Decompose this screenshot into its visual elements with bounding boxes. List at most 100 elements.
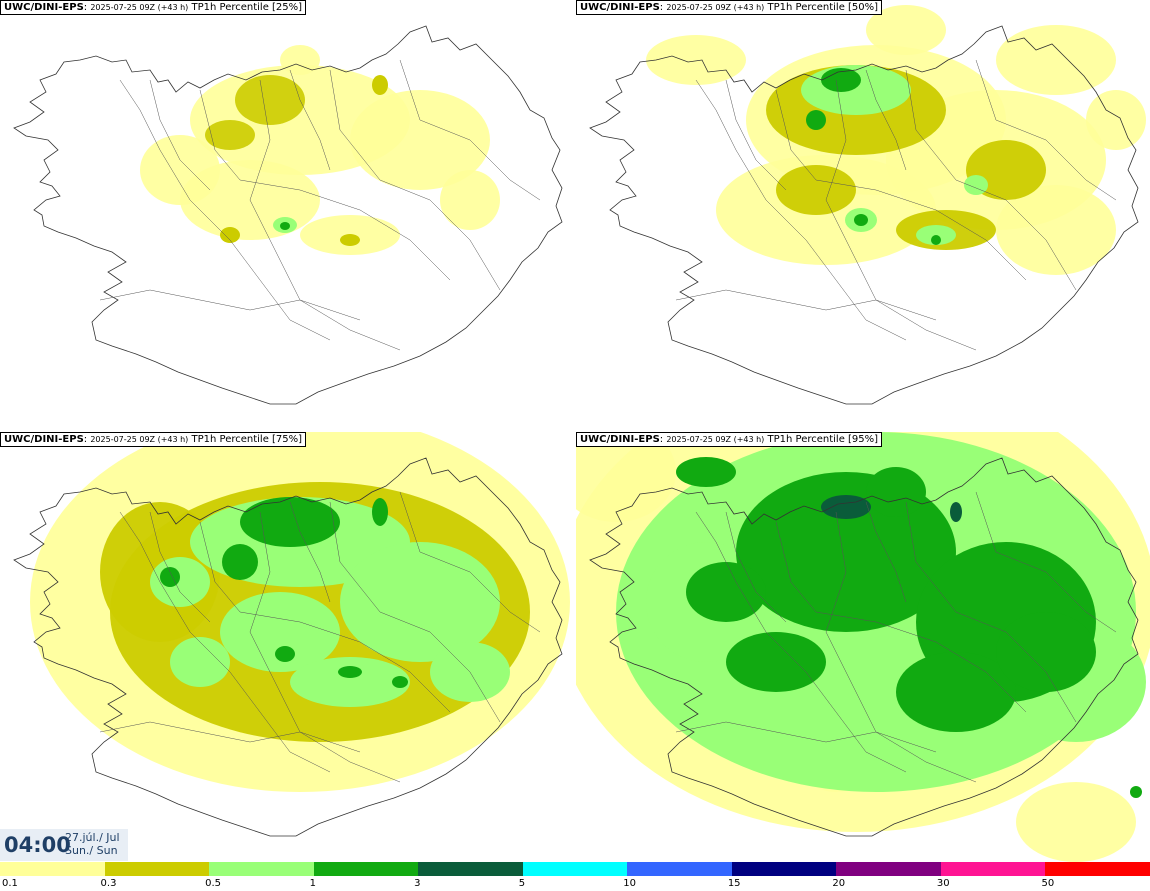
precip-area [686,562,766,622]
precip-area [866,467,926,517]
road-line [99,289,361,321]
panel-label: TP1h Percentile [25%] [191,2,303,13]
panel-label: TP1h Percentile [95%] [767,434,879,445]
road-line [825,79,977,351]
road-line [695,79,907,341]
precip-area [170,637,230,687]
precip-area [576,432,676,522]
precip-area [996,25,1116,95]
model-name: UWC/DINI-EPS [580,2,660,13]
precip-area [235,75,305,125]
legend-swatch [731,862,837,876]
map-panel-p95: UWC/DINI-EPS: 2025-07-25 09Z (+43 h) TP1… [576,432,1150,863]
coastline [589,25,1139,405]
legend-swatch [0,862,106,876]
precip-area [1016,782,1136,862]
color-legend: 0.1 0.3 0.5 1 3 5 10 15 20 30 50 [0,862,1150,891]
road-line [199,89,451,281]
road-line [329,69,501,291]
run-info: 2025-07-25 09Z (+43 h) [90,3,189,12]
legend-tick-label: 0.5 [205,878,221,889]
precip-area [372,75,388,95]
road-line [249,511,401,783]
legend-swatch [522,862,628,876]
precip-area [205,120,255,150]
precip-area [964,175,988,195]
legend-swatch [940,862,1046,876]
precip-field [140,45,500,255]
map-panel-p25: UWC/DINI-EPS: 2025-07-25 09Z (+43 h) TP1… [0,0,574,431]
panel-header: UWC/DINI-EPS: 2025-07-25 09Z (+43 h) TP1… [0,0,307,15]
panel-header: UWC/DINI-EPS: 2025-07-25 09Z (+43 h) TP1… [576,432,883,447]
precip-area [392,676,408,688]
road-line [975,491,1117,633]
precip-area [1086,90,1146,150]
model-name: UWC/DINI-EPS [580,434,660,445]
model-name: UWC/DINI-EPS [4,2,84,13]
precip-area [996,185,1116,275]
map-canvas [13,432,570,837]
road-line [289,69,331,171]
road-line [975,59,1117,201]
legend-swatch [418,862,524,876]
road-line [399,59,541,201]
precip-area [821,495,871,519]
road-line [199,521,451,713]
road-line [775,521,1027,713]
precip-area [866,5,946,55]
model-name: UWC/DINI-EPS [4,434,84,445]
precip-area [676,457,736,487]
road-line [865,69,907,171]
road-line [329,501,501,723]
precip-area [372,498,388,526]
precip-field [646,5,1146,275]
legend-tick-label: 3 [414,878,421,889]
panel-header: UWC/DINI-EPS: 2025-07-25 09Z (+43 h) TP1… [576,0,883,15]
precip-area [160,567,180,587]
map-canvas [576,432,1150,862]
road-line [119,79,331,341]
road-line [289,501,331,603]
road-line [249,79,401,351]
precip-area [806,110,826,130]
precip-area [896,652,1016,732]
precip-area [220,592,340,672]
precip-area [222,544,258,580]
precip-area [240,497,340,547]
road-line [149,511,211,623]
precip-area [280,222,290,230]
road-line [675,721,937,753]
road-line [825,511,977,783]
legend-swatch [209,862,315,876]
precip-area [950,502,962,522]
precip-area [726,632,826,692]
legend-tick-label: 0.1 [2,878,18,889]
precip-area [350,90,490,190]
road-line [119,511,331,773]
precip-area [290,657,410,707]
precip-area [340,234,360,246]
road-line [865,501,907,603]
road-line [775,89,1027,281]
precip-field [30,432,570,792]
legend-tick-label: 1 [309,878,316,889]
valid-date-line1: 27.júl./ Jul [65,831,120,844]
road-line [905,69,1077,291]
legend-swatch [836,862,942,876]
precip-field [576,432,1150,862]
precip-area [140,135,220,205]
legend-swatch [627,862,733,876]
road-line [99,721,361,753]
valid-date-line2: Sun./ Sun [65,844,118,857]
map-panel-p75: UWC/DINI-EPS: 2025-07-25 09Z (+43 h) TP1… [0,432,574,863]
legend-swatch [104,862,210,876]
panel-header: UWC/DINI-EPS: 2025-07-25 09Z (+43 h) TP1… [0,432,307,447]
valid-time: 04:00 [4,833,71,857]
precip-area [1130,786,1142,798]
coastline [589,457,1139,837]
run-info: 2025-07-25 09Z (+43 h) [666,3,765,12]
road-line [905,501,1077,723]
precip-area [220,227,240,243]
coastline [13,457,563,837]
precip-area [646,35,746,85]
